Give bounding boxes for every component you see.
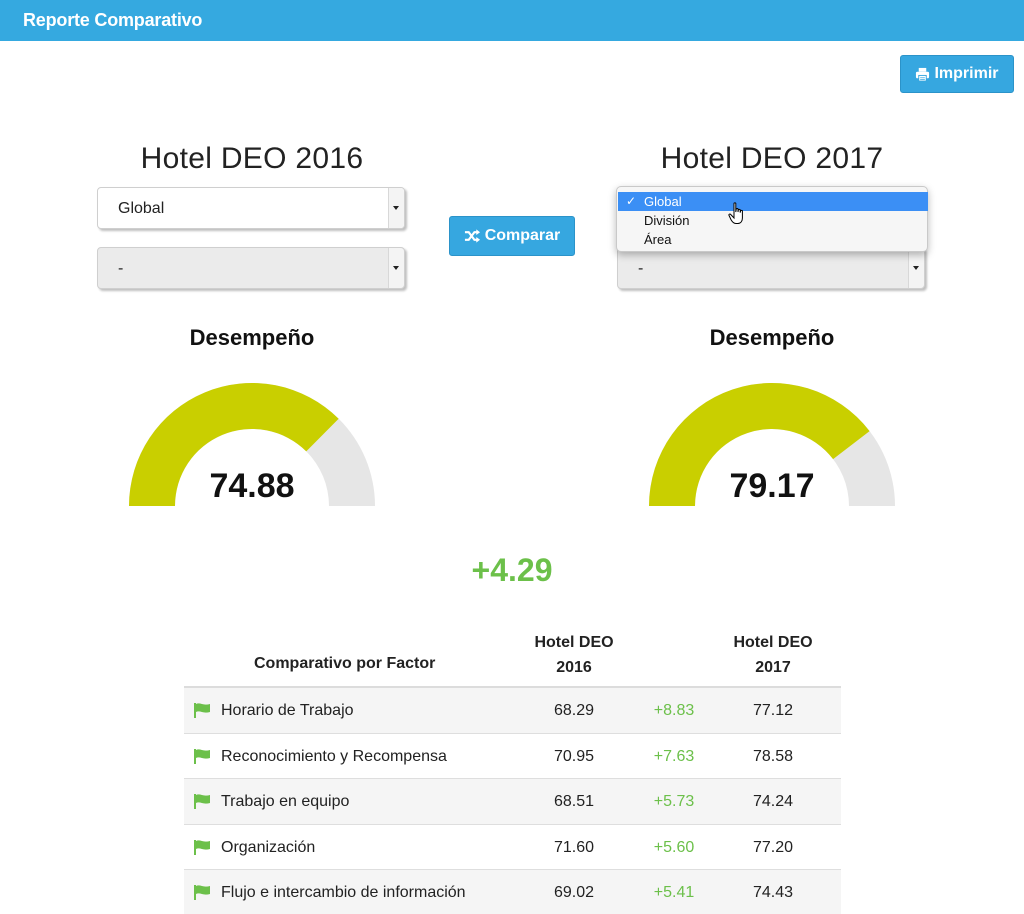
dropdown-option-division[interactable]: División — [618, 211, 928, 230]
select-arrow-icon — [388, 248, 404, 288]
factor-difference: +7.63 — [653, 747, 695, 765]
left-gauge-fill — [129, 383, 339, 506]
select-arrow-icon — [908, 248, 924, 288]
flag-icon — [194, 703, 210, 718]
dropdown-option-global[interactable]: ✓ Global — [618, 192, 928, 211]
flag-icon — [194, 794, 210, 809]
factor-name: Trabajo en equipo — [221, 793, 350, 810]
factor-name: Reconocimiento y Recompensa — [221, 747, 447, 765]
page-title: Reporte Comparativo — [23, 10, 203, 30]
factor-value-year2: 77.20 — [752, 838, 794, 856]
left-sub-select-value: - — [118, 260, 124, 277]
factor-name: Organización — [221, 838, 316, 856]
left-scope-select-value: Global — [118, 200, 165, 217]
factor-comparison-table: Comparativo por Factor Hotel DEO 2016 Hot… — [184, 628, 841, 914]
factor-difference: +5.41 — [653, 884, 695, 901]
compare-button[interactable]: Comparar — [449, 216, 575, 256]
right-hotel-title: Hotel DEO 2017 — [660, 142, 884, 175]
right-gauge-fill — [649, 383, 870, 506]
table-row: Organización 71.60 +5.60 77.20 — [184, 825, 841, 870]
compare-button-label: Comparar — [484, 227, 561, 244]
top-bar: Reporte Comparativo — [0, 0, 1024, 41]
factor-value-year2: 78.58 — [752, 747, 794, 765]
right-gauge-title: Desempeño — [709, 325, 835, 350]
right-sub-select-value: - — [638, 260, 644, 277]
table-body: Horario de Trabajo 68.29 +8.83 77.12 Reconoc… — [184, 688, 841, 914]
table-row: Horario de Trabajo 68.29 +8.83 77.12 — [184, 688, 841, 734]
right-performance-gauge — [649, 383, 895, 506]
dropdown-option-label: División — [644, 213, 690, 228]
right-gauge-value: 79.17 — [729, 467, 815, 505]
dropdown-option-label: Área — [644, 232, 672, 247]
left-sub-select[interactable]: - — [97, 247, 405, 289]
table-header: Comparativo por Factor Hotel DEO 2016 Hot… — [184, 628, 841, 688]
left-gauge-title: Desempeño — [189, 325, 315, 350]
print-button[interactable]: Imprimir — [900, 55, 1014, 93]
factor-name: Flujo e intercambio de información — [221, 884, 466, 901]
header-year2: Hotel DEO 2017 — [733, 634, 813, 676]
right-sub-select[interactable]: - — [617, 247, 925, 289]
factor-difference: +5.60 — [653, 838, 695, 856]
flag-icon — [194, 839, 210, 855]
checkmark-icon: ✓ — [626, 194, 637, 208]
right-scope-dropdown[interactable]: ✓ Global División Área — [616, 186, 928, 252]
factor-value-year1: 70.95 — [553, 747, 595, 765]
table-row: Reconocimiento y Recompensa 70.95 +7.63 78.… — [184, 734, 841, 779]
left-hotel-title: Hotel DEO 2016 — [140, 142, 364, 175]
dropdown-option-label: Global — [644, 194, 682, 209]
factor-value-year2: 74.43 — [752, 884, 794, 901]
factor-value-year1: 71.60 — [553, 838, 595, 856]
flag-icon — [194, 885, 210, 900]
performance-difference: +4.29 — [471, 552, 553, 588]
dropdown-option-area[interactable]: Área — [618, 230, 928, 249]
factor-value-year2: 74.24 — [752, 793, 794, 810]
print-icon — [916, 67, 930, 82]
flag-icon — [194, 748, 210, 764]
header-factor: Comparativo por Factor — [254, 655, 436, 672]
table-row: Trabajo en equipo 68.51 +5.73 74.24 — [184, 779, 841, 825]
factor-value-year2: 77.12 — [752, 702, 794, 719]
factor-name: Horario de Trabajo — [221, 702, 354, 719]
left-gauge-value: 74.88 — [209, 467, 295, 505]
select-arrow-icon — [388, 188, 404, 228]
hand-cursor-icon — [728, 202, 743, 224]
left-performance-gauge — [129, 383, 375, 506]
left-scope-select[interactable]: Global — [97, 187, 405, 229]
print-button-label: Imprimir — [934, 65, 999, 82]
header-year1: Hotel DEO 2016 — [534, 634, 614, 676]
table-row: Flujo e intercambio de información 69.02 +… — [184, 870, 841, 914]
factor-difference: +8.83 — [653, 702, 695, 719]
factor-value-year1: 68.29 — [553, 702, 595, 719]
factor-difference: +5.73 — [653, 793, 695, 810]
factor-value-year1: 69.02 — [553, 884, 595, 901]
shuffle-icon — [464, 229, 480, 243]
factor-value-year1: 68.51 — [553, 793, 595, 810]
